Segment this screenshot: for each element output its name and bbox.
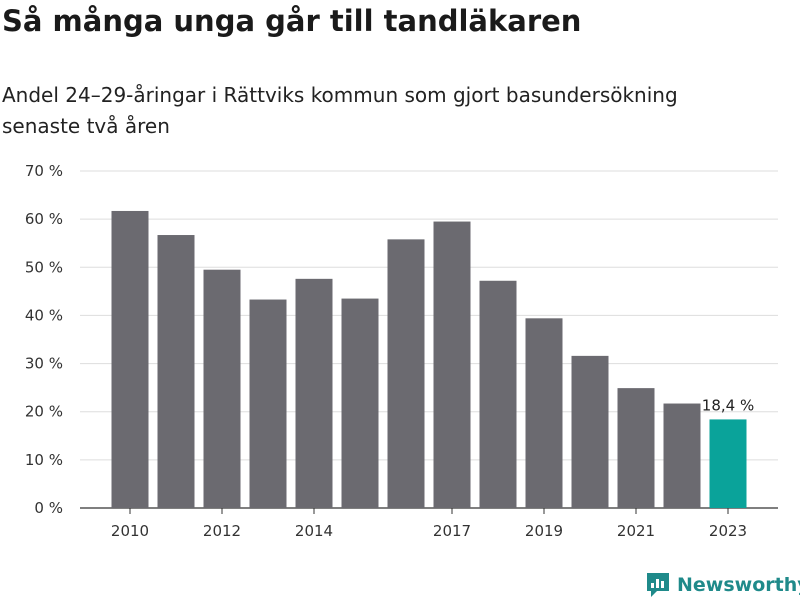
newsworthy-logo-icon — [647, 573, 669, 597]
bar — [433, 221, 471, 509]
x-tick-label: 2012 — [203, 522, 241, 540]
x-tick-label: 2019 — [525, 522, 563, 540]
bar — [479, 280, 517, 508]
y-tick-label: 50 % — [25, 258, 63, 276]
bar-highlight — [709, 419, 747, 508]
x-tick-label: 2021 — [617, 522, 655, 540]
brand-name: Newsworthy — [677, 574, 800, 596]
x-tick-label: 2014 — [295, 522, 333, 540]
y-tick-label: 30 % — [25, 355, 63, 373]
bar — [295, 278, 333, 508]
y-tick-label: 0 % — [34, 499, 63, 517]
bar — [663, 403, 701, 508]
data-label: 18,4 % — [702, 396, 754, 414]
chart-title: Så många unga går till tandläkaren — [2, 4, 582, 38]
y-tick-label: 40 % — [25, 306, 63, 324]
bar — [249, 299, 287, 508]
x-tick-label: 2017 — [433, 522, 471, 540]
bar — [157, 235, 195, 508]
y-tick-label: 60 % — [25, 210, 63, 228]
y-tick-label: 70 % — [25, 162, 63, 180]
x-tick-label: 2023 — [709, 522, 747, 540]
newsworthy-logo: Newsworthy — [645, 570, 800, 600]
y-tick-label: 20 % — [25, 403, 63, 421]
bar — [203, 269, 241, 508]
x-tick-label: 2010 — [111, 522, 149, 540]
bar — [341, 298, 379, 508]
bar — [571, 355, 609, 508]
bar — [617, 388, 655, 508]
chart-subtitle: Andel 24–29-åringar i Rättviks kommun so… — [2, 83, 678, 138]
bar — [387, 239, 425, 508]
bar — [111, 210, 149, 509]
y-tick-label: 10 % — [25, 451, 63, 469]
bar — [525, 318, 563, 508]
